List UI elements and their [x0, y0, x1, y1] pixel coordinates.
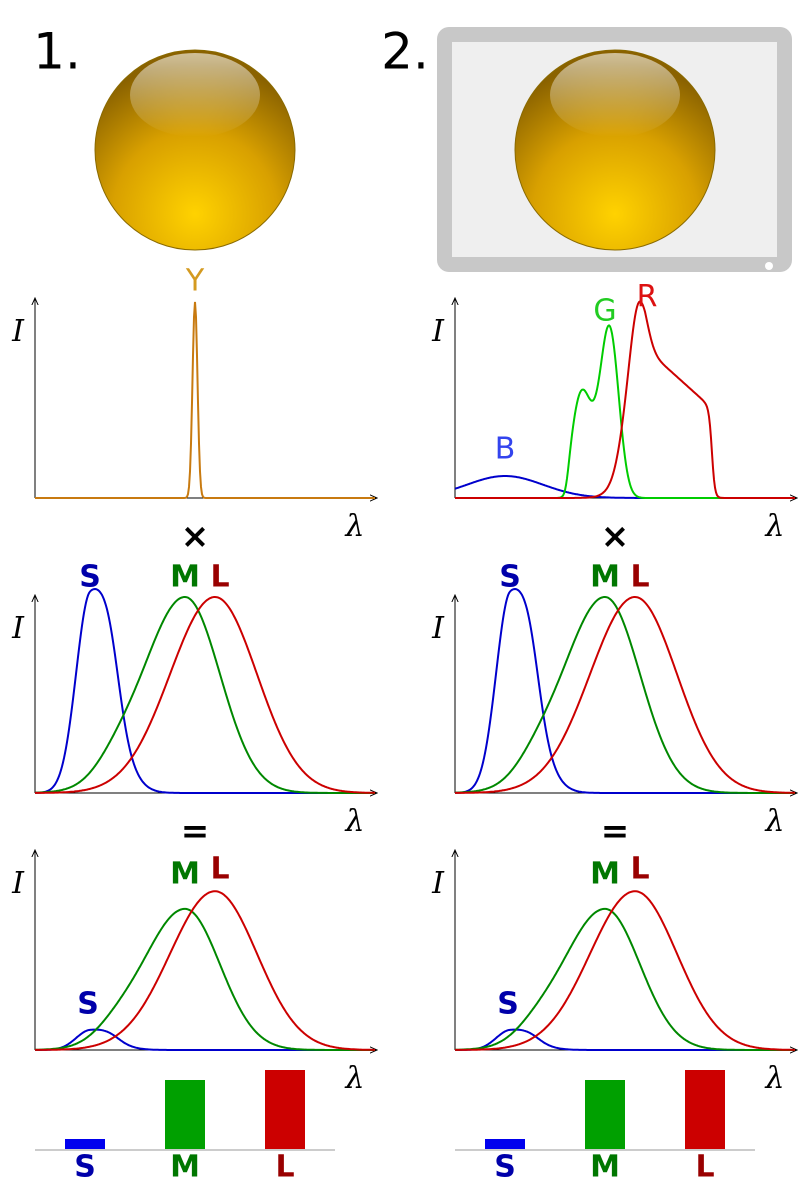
x-axis-label: λ: [344, 509, 364, 544]
curve: [454, 596, 795, 794]
ball-1: [94, 49, 296, 251]
bar-label: M: [170, 1150, 200, 1185]
y-axis-label: I: [11, 611, 25, 646]
y-axis-label: I: [431, 314, 445, 349]
bar-label: L: [695, 1150, 714, 1185]
peak-label: R: [637, 280, 658, 315]
bar-label: S: [74, 1150, 96, 1185]
curve-label: M: [170, 857, 200, 892]
bar: [685, 1070, 725, 1149]
operator: =: [181, 812, 210, 852]
monitor: [437, 27, 792, 272]
curve-label: L: [210, 852, 229, 887]
curve-label: M: [170, 560, 200, 595]
x-axis-label: λ: [344, 804, 364, 839]
curve: [455, 324, 795, 499]
x-axis-label: λ: [764, 1061, 784, 1096]
y-axis-label: I: [11, 314, 25, 349]
y-axis-label: I: [431, 866, 445, 901]
bar: [265, 1070, 305, 1149]
curve: [35, 301, 375, 499]
bar: [585, 1080, 625, 1149]
peak-label: G: [593, 294, 616, 329]
bar: [165, 1080, 205, 1149]
x-axis-label: λ: [344, 1061, 364, 1096]
curve-label: S: [79, 560, 101, 595]
curve: [454, 907, 795, 1051]
y-axis-label: I: [431, 611, 445, 646]
curve: [34, 596, 375, 794]
panel-number: 2.: [381, 23, 429, 81]
curve: [455, 890, 795, 1051]
x-axis-label: λ: [764, 509, 784, 544]
panel-number: 1.: [33, 23, 81, 81]
curve: [35, 596, 376, 794]
curve-label: L: [630, 560, 649, 595]
operator: =: [601, 812, 630, 852]
curve-label: S: [499, 560, 521, 595]
curve: [34, 907, 375, 1051]
peak-label: B: [495, 432, 516, 467]
bar-label: L: [275, 1150, 294, 1185]
curve-label: L: [210, 560, 229, 595]
curve-label: S: [497, 987, 519, 1022]
curve-label: M: [590, 560, 620, 595]
curve-label: S: [77, 987, 99, 1022]
y-axis-label: I: [11, 866, 25, 901]
bar: [65, 1139, 105, 1149]
curve: [35, 890, 375, 1051]
peak-label: Y: [185, 264, 205, 299]
operator: ×: [181, 517, 210, 557]
bar-label: S: [494, 1150, 516, 1185]
operator: ×: [601, 517, 630, 557]
curve-label: M: [590, 857, 620, 892]
curve: [454, 475, 795, 499]
curve: [35, 587, 375, 794]
curve-label: L: [630, 852, 649, 887]
curve: [455, 300, 795, 499]
curve: [455, 587, 795, 794]
curve: [455, 596, 796, 794]
bar: [485, 1139, 525, 1149]
bar-label: M: [590, 1150, 620, 1185]
x-axis-label: λ: [764, 804, 784, 839]
